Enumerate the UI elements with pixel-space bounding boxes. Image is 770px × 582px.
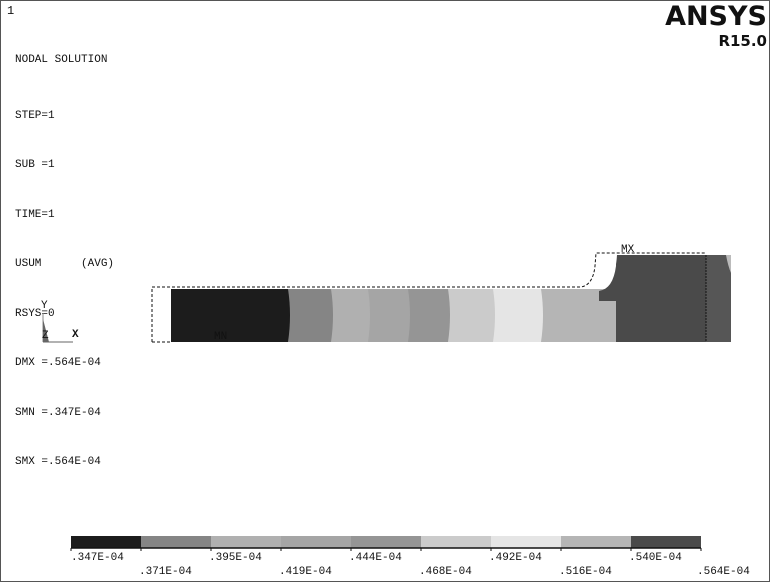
window-number: 1 [7,4,15,18]
contour-bands [171,289,618,342]
legend-swatch [491,536,561,548]
info-rsys: RSYS=0 [15,307,55,320]
contour-band [329,289,370,342]
logo-name: ANSYS [665,1,767,32]
info-title: NODAL SOLUTION [15,54,108,66]
info-step: STEP=1 [15,109,55,122]
right-end-sliver [726,255,731,273]
legend-label: .540E-04 [629,552,682,564]
legend-swatch [351,536,421,548]
legend-label: .444E-04 [349,552,402,564]
triad-y-label: Y [41,300,48,312]
contour-band [366,289,410,342]
legend-swatch [141,536,211,548]
solution-info: NODAL SOLUTION STEP=1 SUB =1 TIME=1 USUM… [15,19,114,504]
logo-version: R15.0 [718,32,767,50]
info-smx: SMX =.564E-04 [15,456,101,468]
legend-swatch [421,536,491,548]
fillet-region [599,255,621,301]
legend-label: .516E-04 [559,566,612,578]
ansys-logo: ANSYS R15.0 [665,1,767,49]
contour-band [406,289,450,342]
legend-label: .395E-04 [209,552,262,564]
contour-legend [71,536,701,548]
min-marker: MN [214,331,227,343]
legend-label: .492E-04 [489,552,542,564]
info-smn: SMN =.347E-04 [15,406,101,419]
contour-band [539,289,618,342]
legend-label: .564E-04 [697,566,750,578]
legend-label: .468E-04 [419,566,472,578]
info-usum: USUM (AVG) [15,258,115,270]
legend-label: .347E-04 [71,552,124,564]
undeformed-outline [151,252,706,342]
max-marker: MX [621,244,635,256]
info-time: TIME=1 [15,208,55,221]
legend-swatch [561,536,631,548]
triad-x-label: X [72,329,79,341]
contour-band [286,289,333,342]
contour-band [171,289,290,342]
info-dmx: DMX =.564E-04 [15,357,101,369]
legend-label: .371E-04 [139,566,192,578]
contour-band [446,289,495,342]
legend-swatch [71,536,141,548]
contour-band [491,289,543,342]
legend-label: .419E-04 [279,566,332,578]
legend-swatch [281,536,351,548]
legend-swatch [631,536,701,548]
fillet-cutout [597,255,617,289]
triad-z-label: Z [42,330,49,342]
coordinate-triad: Y Z X [41,300,79,343]
info-sub: SUB =1 [15,159,55,171]
legend-swatch [211,536,281,548]
right-end-region [706,255,731,342]
